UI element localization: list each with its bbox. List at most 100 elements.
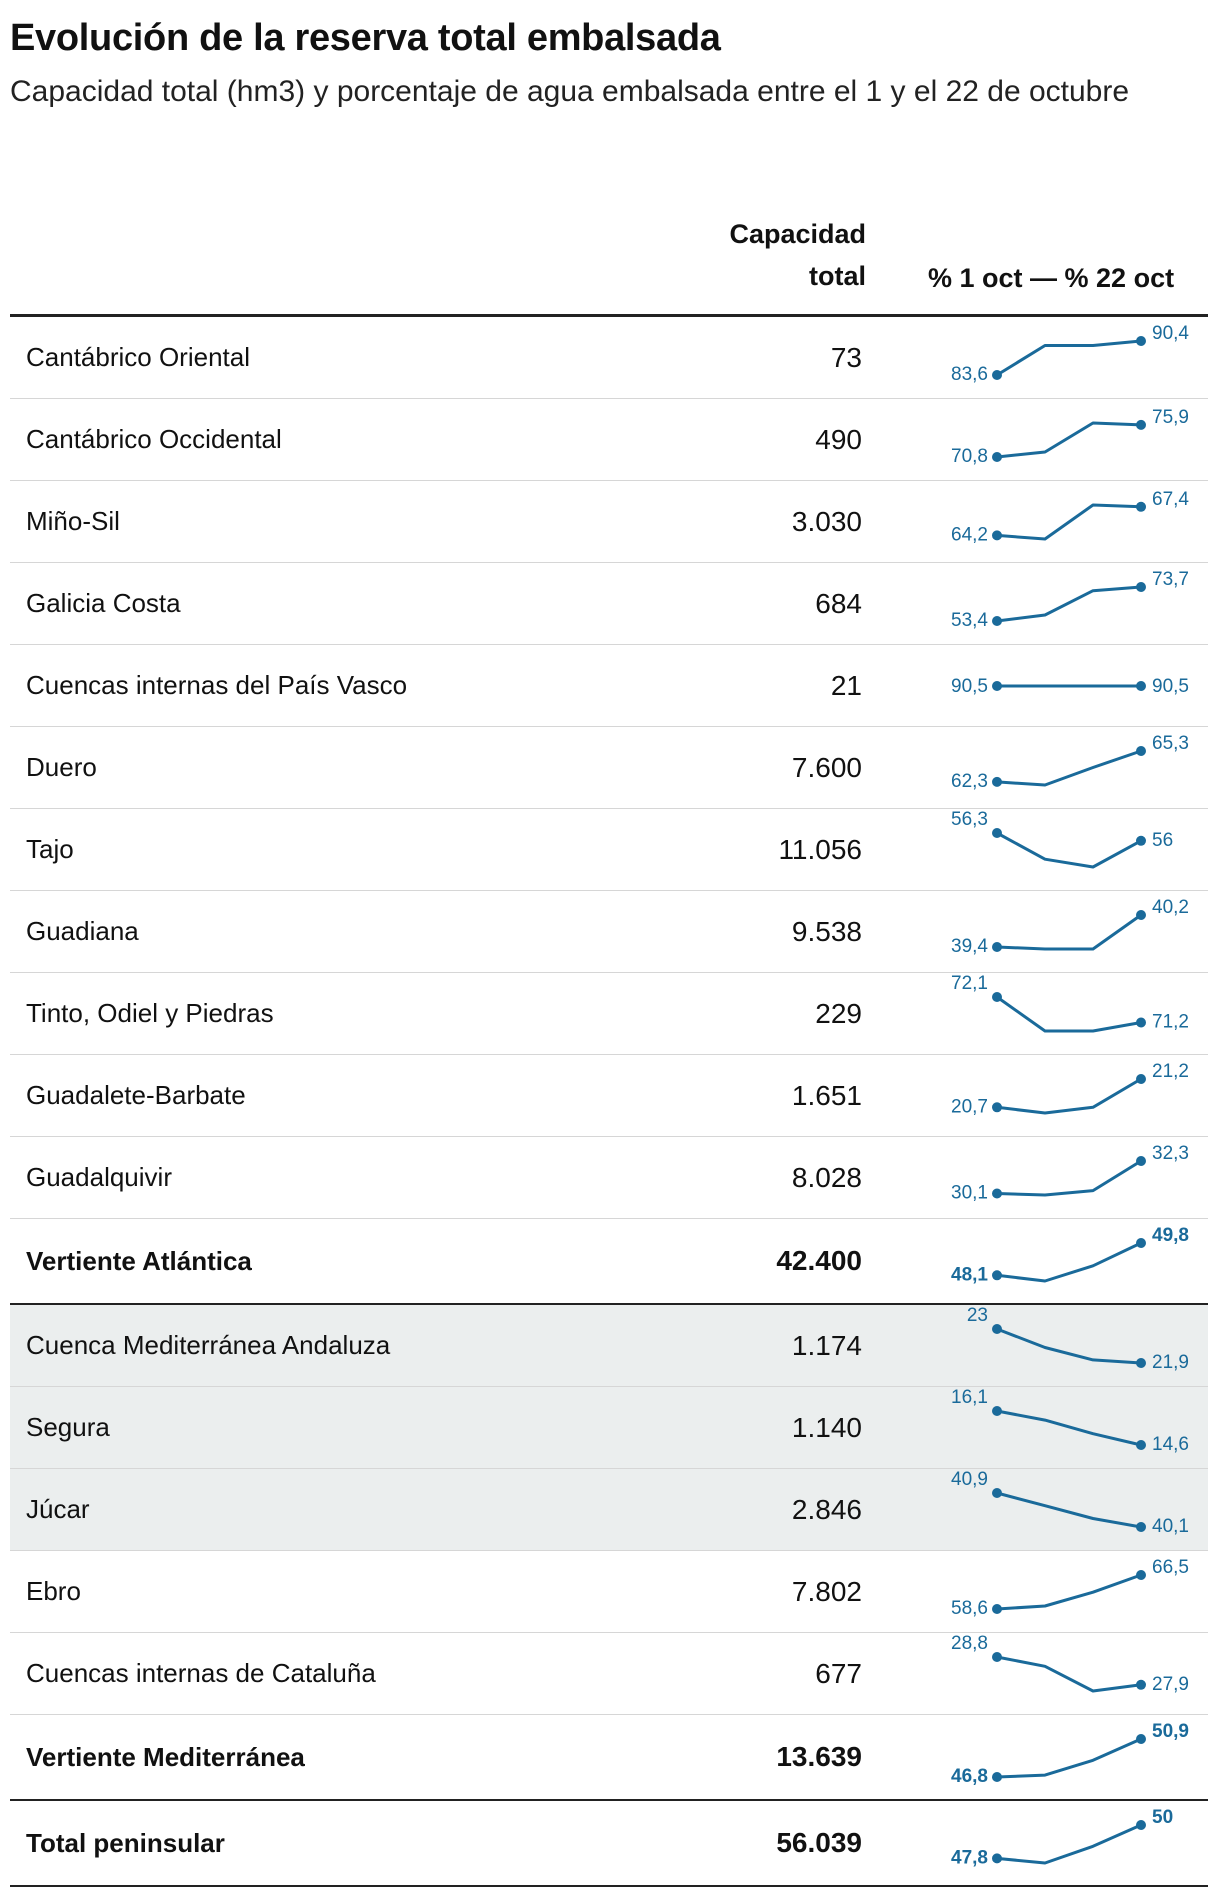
- sparkline-start-point: [992, 1604, 1002, 1614]
- sparkline-end-point: [1136, 336, 1146, 346]
- sparkline-start-label: 62,3: [951, 771, 988, 792]
- row-name: Vertiente Mediterránea: [26, 1741, 305, 1772]
- sparkline-start-point: [992, 1406, 1002, 1416]
- sparkline-start-point: [992, 452, 1002, 462]
- row-name: Júcar: [26, 1494, 90, 1524]
- sparkline-end-label: 71,2: [1152, 1012, 1189, 1033]
- table-row: Duero 7.600 62,3 65,3: [10, 727, 1208, 809]
- row-capacity: 73: [830, 341, 862, 373]
- sparkline-start-point: [992, 1772, 1002, 1782]
- row-name: Duero: [26, 752, 97, 782]
- row-capacity: 21: [830, 669, 862, 701]
- sparkline: 16,1 14,6: [951, 1387, 1189, 1455]
- table-row: Cantábrico Oriental 73 83,6 90,4: [10, 317, 1208, 399]
- sparkline-start-point: [992, 776, 1002, 787]
- sparkline: 28,8 27,9: [951, 1633, 1189, 1695]
- sparkline-series-line: [996, 1241, 1142, 1283]
- row-capacity: 7.802: [791, 1575, 862, 1607]
- sparkline-start-point: [992, 1853, 1002, 1864]
- row-name: Tinto, Odiel y Piedras: [26, 998, 274, 1028]
- table-row: Júcar 2.846 40,9 40,1: [10, 1469, 1208, 1551]
- sparkline-start-point: [992, 1102, 1002, 1113]
- row-capacity: 3.030: [791, 505, 862, 537]
- sparkline-series-line: [996, 585, 1142, 623]
- reservoir-table: Cantábrico Oriental 73 83,6 90,4 Cantábrico …: [10, 314, 1208, 1887]
- sparkline: 39,4 40,2: [951, 897, 1189, 957]
- sparkline-series-line: [996, 1327, 1142, 1365]
- sparkline-column-header: % 1 oct — % 22 oct: [928, 263, 1175, 293]
- table-row: Guadalquivir 8.028 30,1 32,3: [10, 1137, 1208, 1219]
- sparkline-start-label: 28,8: [951, 1633, 988, 1654]
- sparkline-end-label: 50,9: [1152, 1721, 1189, 1742]
- sparkline-start-point: [992, 1324, 1002, 1334]
- sparkline-series-line: [996, 831, 1142, 869]
- table-row: Galicia Costa 684 53,4 73,7: [10, 563, 1208, 645]
- capacity-column-header: Capacidad total: [729, 213, 866, 297]
- sparkline-end-point: [1136, 746, 1146, 756]
- sparkline-start-point: [992, 942, 1002, 952]
- sparkline-series-line: [996, 421, 1142, 459]
- sparkline-start-label: 30,1: [951, 1183, 988, 1204]
- table-row: Cuenca Mediterránea Andaluza 1.174 23 21,9: [10, 1305, 1208, 1387]
- table-row: Segura 1.140 16,1 14,6: [10, 1387, 1208, 1469]
- sparkline: 56,3 56: [951, 809, 1173, 869]
- sparkline-start-label: 58,6: [951, 1598, 988, 1619]
- row-capacity: 1.651: [791, 1079, 862, 1111]
- sparkline-end-label: 50: [1152, 1807, 1173, 1828]
- sparkline: 70,8 75,9: [951, 407, 1189, 467]
- row-capacity: 490: [815, 423, 862, 455]
- row-capacity: 677: [815, 1657, 862, 1689]
- sparkline: 30,1 32,3: [951, 1143, 1189, 1204]
- sparkline-end-label: 14,6: [1152, 1434, 1189, 1455]
- sparkline-series-line: [996, 503, 1142, 541]
- row-name: Galicia Costa: [26, 588, 181, 618]
- sparkline-start-label: 56,3: [951, 809, 988, 830]
- row-capacity: 9.538: [791, 915, 862, 947]
- sparkline-end-point: [1136, 1679, 1146, 1690]
- row-name: Cantábrico Oriental: [26, 342, 250, 372]
- sparkline-series-line: [996, 995, 1142, 1033]
- row-capacity: 11.056: [778, 833, 862, 865]
- sparkline-end-point: [1136, 582, 1146, 592]
- sparkline-series-line: [996, 1823, 1142, 1865]
- sparkline-start-point: [992, 681, 1002, 691]
- row-capacity: 56.039: [776, 1827, 862, 1858]
- row-name: Cuenca Mediterránea Andaluza: [26, 1330, 391, 1360]
- sparkline-end-point: [1136, 835, 1146, 846]
- row-capacity: 13.639: [776, 1741, 862, 1772]
- sparkline-start-point: [992, 828, 1002, 838]
- sparkline: 90,5 90,5: [951, 676, 1189, 697]
- sparkline-end-label: 21,2: [1152, 1061, 1189, 1082]
- table-row: Guadiana 9.538 39,4 40,2: [10, 891, 1208, 973]
- table-row: Vertiente Atlántica 42.400 48,1 49,8: [10, 1219, 1208, 1305]
- chart-subtitle: Capacidad total (hm3) y porcentaje de ag…: [10, 75, 1130, 108]
- sparkline-end-label: 27,9: [1152, 1674, 1189, 1695]
- sparkline-end-point: [1136, 910, 1146, 920]
- sparkline-end-point: [1136, 419, 1146, 430]
- table-row: Miño-Sil 3.030 64,2 67,4: [10, 481, 1208, 563]
- sparkline-end-point: [1136, 1522, 1146, 1532]
- sparkline: 83,6 90,4: [951, 323, 1189, 385]
- sparkline-start-label: 70,8: [951, 446, 988, 467]
- sparkline-end-label: 67,4: [1152, 489, 1189, 510]
- sparkline: 47,8 50: [951, 1807, 1173, 1868]
- row-capacity: 684: [815, 587, 862, 619]
- sparkline-start-label: 48,1: [951, 1264, 988, 1285]
- sparkline-end-point: [1136, 1820, 1146, 1830]
- row-name: Tajo: [26, 834, 74, 864]
- sparkline-start-point: [992, 1652, 1002, 1662]
- sparkline-start-point: [992, 370, 1002, 380]
- sparkline-end-label: 40,1: [1152, 1516, 1189, 1537]
- sparkline-start-label: 40,9: [951, 1469, 988, 1490]
- sparkline: 46,8 50,9: [951, 1721, 1189, 1787]
- table-row: Ebro 7.802 58,6 66,5: [10, 1551, 1208, 1633]
- sparkline-end-label: 49,8: [1152, 1225, 1189, 1246]
- sparkline-end-label: 75,9: [1152, 407, 1189, 428]
- sparkline-series-line: [996, 913, 1142, 951]
- sparkline: 58,6 66,5: [951, 1557, 1189, 1619]
- row-capacity: 1.174: [791, 1329, 862, 1361]
- capacity-header-line2: total: [809, 261, 866, 291]
- row-name: Segura: [26, 1412, 110, 1442]
- table-row: Cuencas internas del País Vasco 21 90,5 90,…: [10, 645, 1208, 727]
- sparkline-start-label: 64,2: [951, 524, 988, 545]
